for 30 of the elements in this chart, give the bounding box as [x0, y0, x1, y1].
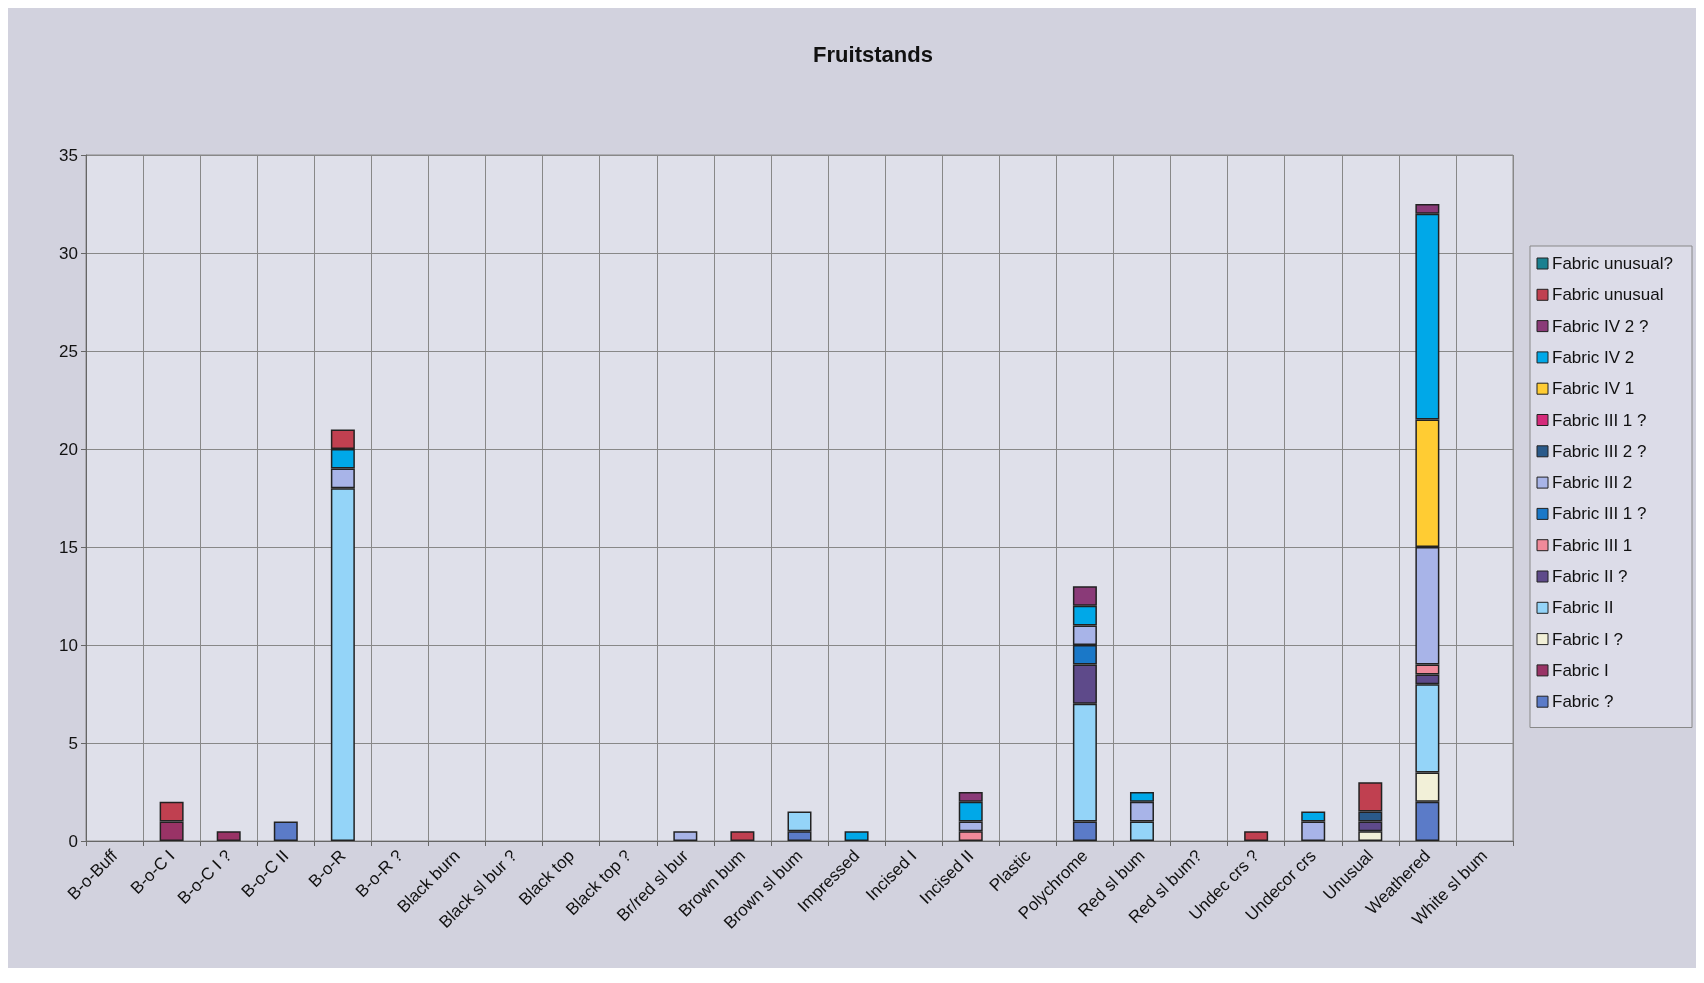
legend-label: Fabric I ?	[1552, 629, 1623, 649]
y-tick-label: 35	[59, 145, 78, 165]
bar	[1244, 831, 1269, 841]
legend-label: Fabric III 1 ?	[1552, 504, 1647, 524]
y-tick-label: 25	[59, 341, 78, 361]
bar	[844, 831, 869, 841]
legend-label: Fabric III 2	[1552, 473, 1633, 493]
legend-label: Fabric I	[1552, 660, 1609, 680]
legend-label: Fabric II ?	[1552, 567, 1628, 586]
legend-label: Fabric IV 2	[1552, 347, 1635, 367]
y-tick-label: 10	[59, 635, 78, 655]
legend-label: Fabric III 2 ?	[1552, 441, 1647, 461]
legend-label: Fabric III 1	[1552, 535, 1633, 555]
bar	[673, 831, 698, 841]
bar	[730, 831, 755, 841]
bar	[273, 821, 298, 841]
y-tick-label: 30	[59, 243, 78, 263]
chart-title: Fruitstands	[813, 41, 933, 67]
y-tick-label: 20	[59, 439, 78, 459]
bar	[216, 831, 241, 841]
legend-label: Fabric unusual	[1552, 285, 1664, 305]
y-tick-label: 15	[59, 537, 78, 557]
y-tick-label: 0	[68, 831, 78, 851]
y-tick-label: 5	[68, 733, 78, 753]
legend-label: Fabric unusual?	[1552, 254, 1673, 273]
legend-label: Fabric II	[1552, 598, 1614, 618]
legend-label: Fabric IV 2 ?	[1552, 316, 1649, 336]
legend-label: Fabric III 1 ?	[1552, 410, 1647, 430]
legend-label: Fabric IV 1	[1552, 379, 1635, 399]
legend-label: Fabric ?	[1552, 692, 1614, 712]
